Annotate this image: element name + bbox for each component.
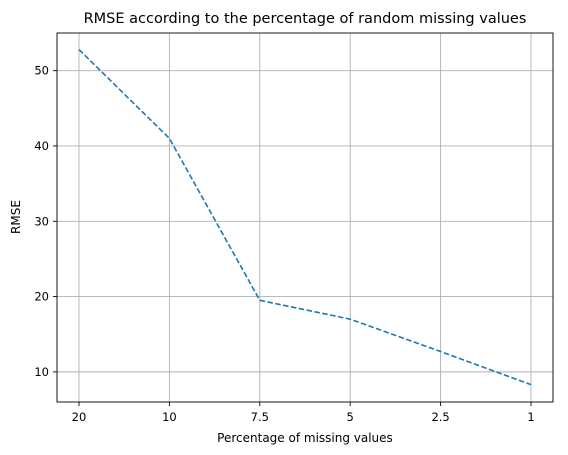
x-tick-label: 10 <box>162 410 177 424</box>
x-tick-label: 5 <box>347 410 354 424</box>
chart-title: RMSE according to the percentage of rand… <box>84 11 527 27</box>
x-tick-label: 2.5 <box>431 410 449 424</box>
y-axis-label: RMSE <box>9 200 23 234</box>
y-tick-label: 40 <box>34 139 49 153</box>
x-axis-label: Percentage of missing values <box>217 431 393 445</box>
y-tick-label: 20 <box>34 290 49 304</box>
x-axis-ticks: 20 10 7.5 5 2.5 1 <box>72 402 535 424</box>
series-layer <box>78 48 532 386</box>
y-tick-label: 10 <box>34 365 49 379</box>
x-tick-label: 7.5 <box>251 410 269 424</box>
plot-frame <box>56 32 554 403</box>
x-tick-label: 1 <box>527 410 534 424</box>
series-line <box>78 48 532 386</box>
y-tick-label: 30 <box>34 214 49 228</box>
x-tick-label: 20 <box>72 410 87 424</box>
grid-lines <box>57 33 553 402</box>
y-axis-ticks: 10 20 30 40 50 <box>34 64 57 379</box>
y-tick-label: 50 <box>34 64 49 78</box>
